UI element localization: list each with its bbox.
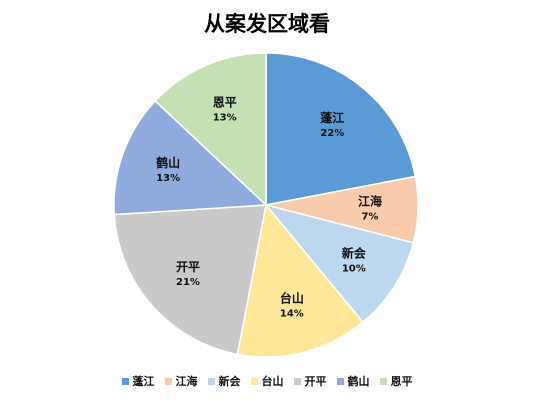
slice-category-label-6: 鹤山 xyxy=(156,155,180,170)
chart-title: 从案发区域看 xyxy=(204,11,330,36)
legend-label-5: 开平 xyxy=(304,375,327,388)
legend-label-6: 鹤山 xyxy=(347,375,370,388)
legend-item-6: 鹤山 xyxy=(336,373,370,389)
legend-item-2: 江海 xyxy=(164,373,198,389)
slice-value-label-4: 14% xyxy=(280,309,304,320)
slice-category-label-7: 恩平 xyxy=(213,95,237,110)
slice-category-label-2: 江海 xyxy=(358,193,382,208)
legend-swatch-3 xyxy=(207,377,215,385)
legend-swatch-5 xyxy=(293,377,301,385)
slice-value-label-3: 10% xyxy=(342,264,366,275)
slice-value-label-6: 13% xyxy=(156,173,180,184)
pie-slice-7 xyxy=(154,52,267,207)
legend-label-4: 台山 xyxy=(261,375,284,388)
legend-label-3: 新会 xyxy=(218,375,241,388)
pie-slice-3 xyxy=(263,203,415,324)
legend-label-2: 江海 xyxy=(175,375,198,388)
legend-swatch-4 xyxy=(250,377,258,385)
legend-swatch-1 xyxy=(121,377,129,385)
legend-item-7: 恩平 xyxy=(379,373,413,389)
legend-item-4: 台山 xyxy=(250,373,284,389)
legend-label-1: 蓬江 xyxy=(132,375,155,388)
pie-slice-1 xyxy=(265,52,417,206)
legend-swatch-7 xyxy=(379,377,387,385)
slice-category-label-4: 台山 xyxy=(280,291,304,306)
slice-value-label-7: 13% xyxy=(213,113,237,124)
pie-slice-4 xyxy=(236,203,364,358)
legend-swatch-6 xyxy=(336,377,344,385)
slice-category-label-1: 蓬江 xyxy=(320,110,344,125)
pie-slice-6 xyxy=(113,99,268,216)
legend-label-7: 恩平 xyxy=(390,375,413,388)
pie-slice-5 xyxy=(113,204,267,356)
slice-value-label-2: 7% xyxy=(361,211,378,222)
slice-value-label-1: 22% xyxy=(320,128,344,139)
legend: 蓬江 江海 新会 台山 开平 鹤山 恩平 xyxy=(0,373,534,389)
legend-item-1: 蓬江 xyxy=(121,373,155,389)
legend-swatch-2 xyxy=(164,377,172,385)
slice-category-label-5: 开平 xyxy=(176,260,200,274)
slice-value-label-5: 21% xyxy=(176,277,200,288)
legend-item-3: 新会 xyxy=(207,373,241,389)
legend-item-5: 开平 xyxy=(293,373,327,389)
slice-category-label-3: 新会 xyxy=(342,246,367,261)
